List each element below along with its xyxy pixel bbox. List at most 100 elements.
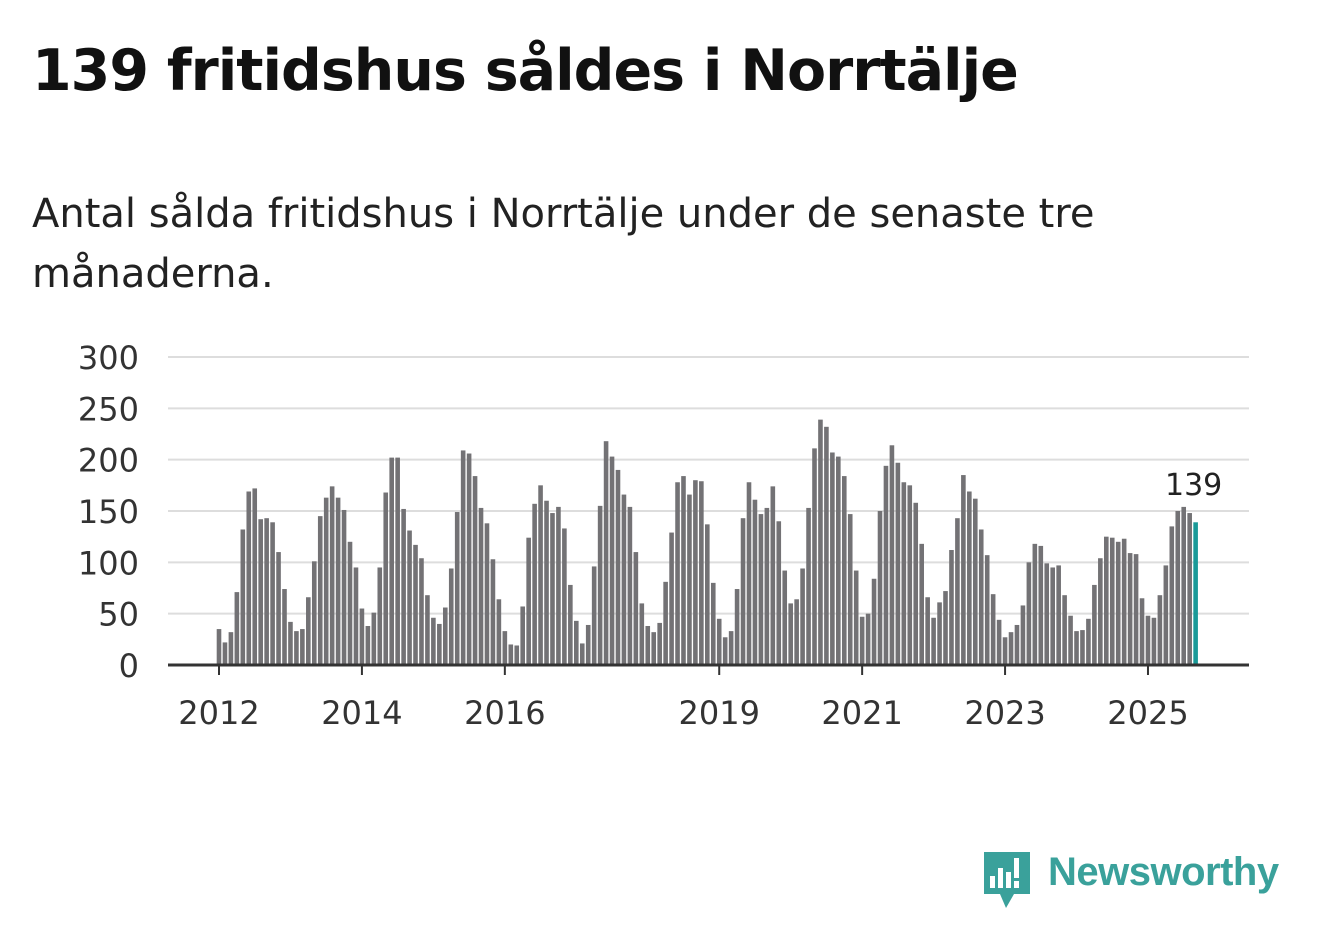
bar	[383, 492, 389, 665]
bar	[264, 518, 269, 665]
bar	[401, 508, 406, 665]
bar	[752, 499, 758, 665]
bar	[984, 555, 990, 665]
bar	[1169, 526, 1175, 665]
bar	[323, 497, 329, 665]
bar	[258, 519, 263, 665]
bar	[907, 485, 913, 665]
bar	[1026, 562, 1032, 665]
bar	[996, 619, 1002, 665]
bar	[633, 552, 639, 665]
bar	[1145, 615, 1151, 665]
bar	[574, 620, 579, 665]
bar	[562, 528, 567, 665]
bar	[526, 537, 531, 665]
bar	[990, 594, 996, 665]
bar	[1086, 618, 1091, 665]
bar	[794, 599, 799, 665]
bar	[329, 486, 335, 665]
bar	[550, 513, 555, 665]
bar	[1032, 543, 1038, 665]
bar	[657, 622, 662, 665]
y-tick-label: 200	[78, 442, 139, 480]
bar-chart-speech-bubble-icon	[984, 852, 1030, 908]
bar	[395, 457, 400, 665]
bar	[841, 476, 847, 665]
bar	[859, 616, 865, 665]
bar	[317, 516, 323, 665]
bar	[466, 453, 472, 665]
bar	[228, 632, 234, 665]
bar	[824, 426, 829, 665]
bar	[818, 419, 823, 665]
bar	[1008, 632, 1014, 665]
bar	[728, 631, 734, 665]
bar	[377, 567, 383, 665]
bar	[1163, 565, 1169, 665]
bar	[949, 550, 954, 665]
bar	[425, 595, 430, 665]
bar	[484, 523, 490, 665]
highlight-value-label: 139	[1165, 468, 1222, 503]
y-tick-label: 300	[78, 339, 139, 377]
bar	[371, 612, 377, 665]
bar	[347, 541, 353, 665]
bar	[335, 497, 341, 665]
bar	[806, 507, 811, 665]
y-tick-label: 50	[98, 596, 139, 634]
bar	[490, 559, 496, 665]
bar	[538, 485, 543, 665]
bar	[740, 518, 746, 665]
bar	[472, 476, 478, 665]
x-tick-label: 2023	[964, 694, 1045, 732]
bar	[1068, 615, 1073, 665]
bar	[222, 642, 228, 665]
bar	[353, 567, 359, 665]
bar	[1038, 545, 1044, 665]
bar	[1044, 563, 1050, 665]
bar	[532, 503, 537, 665]
bar	[746, 482, 752, 665]
bar	[925, 597, 930, 665]
bar	[609, 456, 615, 665]
bar	[240, 529, 246, 665]
bar	[978, 529, 984, 665]
bar	[1056, 565, 1061, 665]
bar	[234, 592, 240, 665]
bar	[961, 475, 966, 665]
y-tick-label: 100	[78, 544, 139, 582]
bar	[496, 599, 502, 665]
y-tick-label: 0	[119, 647, 139, 685]
bar	[1139, 598, 1145, 665]
x-tick-label: 2021	[821, 694, 902, 732]
bar	[1014, 624, 1020, 665]
bar	[812, 448, 817, 665]
bar	[883, 465, 889, 665]
bar	[776, 521, 782, 665]
bar	[252, 488, 258, 665]
bar	[1062, 595, 1067, 665]
brand-name: Newsworthy	[1048, 850, 1279, 894]
bar	[1104, 536, 1109, 665]
bar	[734, 589, 740, 665]
bar	[282, 589, 287, 665]
bar	[1181, 506, 1187, 665]
bar	[276, 552, 281, 665]
bar	[967, 491, 972, 665]
bar	[311, 561, 317, 665]
bar	[639, 603, 645, 665]
chart-title: 139 fritidshus såldes i Norrtälje	[32, 38, 1019, 104]
bar	[603, 441, 609, 665]
bar	[663, 581, 668, 665]
x-tick-label: 2014	[321, 694, 402, 732]
bar	[764, 507, 770, 665]
bar	[1133, 554, 1139, 665]
bar	[1187, 513, 1192, 665]
x-tick-label: 2016	[464, 694, 545, 732]
bar	[1121, 538, 1127, 665]
bar	[782, 570, 788, 665]
bar	[1098, 558, 1103, 665]
bar	[579, 643, 585, 665]
bar	[389, 457, 394, 665]
